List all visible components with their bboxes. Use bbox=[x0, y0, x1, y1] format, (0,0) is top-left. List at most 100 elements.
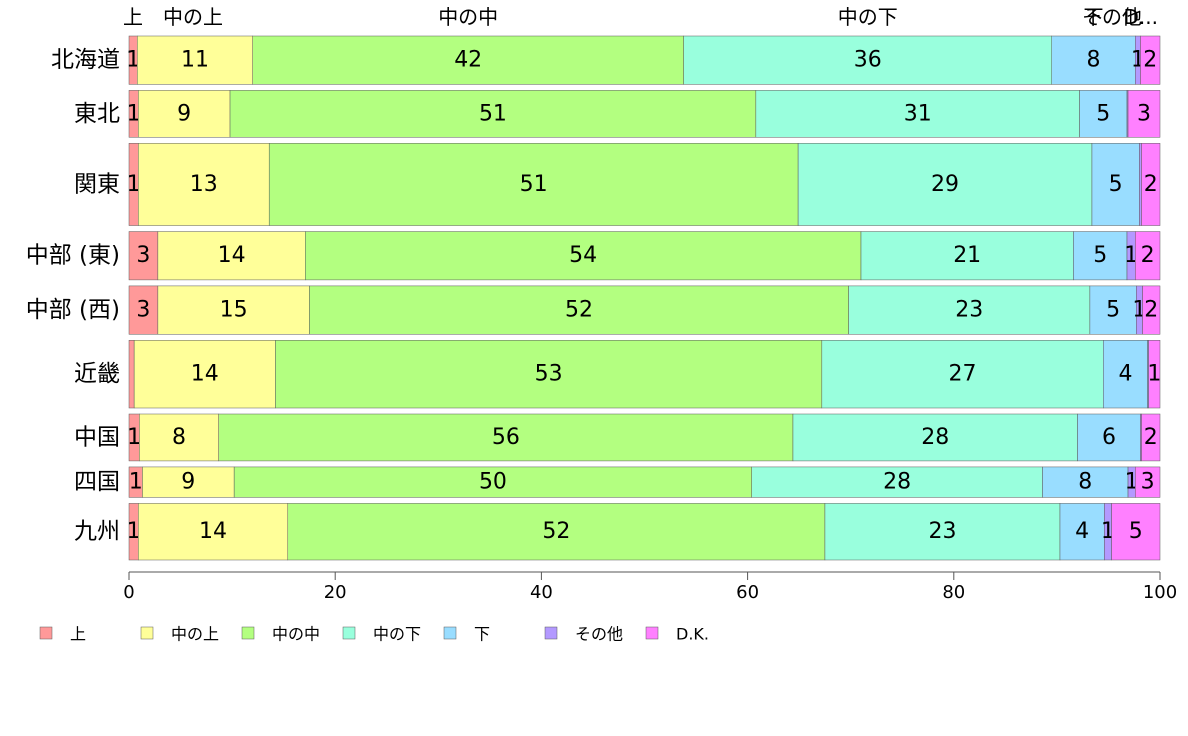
data-label: 9 bbox=[181, 470, 195, 495]
bar-segment bbox=[142, 466, 235, 498]
bar-row: 1 9 51 31 5 3 bbox=[127, 90, 1161, 138]
legend-item: その他 bbox=[544, 625, 623, 644]
data-label: 27 bbox=[949, 362, 977, 387]
bar-segment bbox=[1091, 143, 1140, 226]
bar-row: 1 9 50 28 8 1 3 bbox=[129, 466, 1161, 498]
bar-row: 1 11 42 36 8 12 bbox=[126, 35, 1161, 85]
bar-row: 1 14 52 23 4 1 5 bbox=[127, 503, 1161, 561]
data-label: 1 bbox=[126, 48, 140, 73]
top-category-label: 下 bbox=[1084, 5, 1104, 29]
data-label: 53 bbox=[535, 362, 563, 387]
legend-item: 中の下 bbox=[342, 625, 421, 644]
bar-segment bbox=[138, 90, 231, 138]
data-label: 2 bbox=[1144, 172, 1158, 197]
data-label: 23 bbox=[928, 519, 956, 544]
data-label: 8 bbox=[172, 425, 186, 450]
bar-segment bbox=[218, 413, 794, 462]
bar-segment bbox=[275, 340, 823, 409]
bar-segment bbox=[1111, 503, 1161, 561]
bar-segment bbox=[1142, 285, 1161, 335]
bar-segment bbox=[128, 231, 159, 281]
legend-swatch bbox=[241, 626, 255, 640]
bar-segment bbox=[233, 466, 752, 498]
bar-segment bbox=[860, 231, 1074, 281]
data-label: 5 bbox=[1129, 519, 1143, 544]
top-category-label: 中の下 bbox=[838, 5, 898, 29]
legend-swatch bbox=[645, 626, 659, 640]
bar-segment bbox=[268, 143, 799, 226]
bar-row: 14 53 27 4 1 bbox=[128, 340, 1161, 409]
legend-label: D.K. bbox=[676, 625, 709, 644]
bars-group: 1 11 42 36 8 121 9 51 31 5 31 13 51 29 5 23 14 54 21 5 1 23 15… bbox=[126, 35, 1161, 561]
legend-item: 下 bbox=[443, 625, 490, 644]
data-label: 5 bbox=[1106, 298, 1120, 323]
data-label: 8 bbox=[1087, 48, 1101, 73]
bar-segment bbox=[138, 143, 270, 226]
bar-row: 3 14 54 21 5 1 2 bbox=[128, 231, 1161, 281]
data-label: 8 bbox=[1078, 470, 1092, 495]
legend-label: 上 bbox=[70, 625, 86, 644]
bar-segment bbox=[1135, 466, 1161, 498]
top-category-label: 中の中 bbox=[438, 5, 498, 29]
data-label: 28 bbox=[921, 425, 949, 450]
bar-segment bbox=[1140, 35, 1161, 85]
bar-segment bbox=[1127, 90, 1161, 138]
bar-row: 1 13 51 29 5 2 bbox=[127, 143, 1161, 226]
legend-swatch bbox=[544, 626, 558, 640]
top-category-label: 中の上 bbox=[163, 5, 223, 29]
x-tick-label: 100 bbox=[1143, 582, 1177, 603]
bar-segment bbox=[137, 35, 253, 85]
top-category-label: その他 bbox=[1082, 5, 1142, 29]
top-category-label: D... bbox=[1124, 5, 1158, 29]
bar-segment bbox=[128, 340, 135, 409]
bar-segment bbox=[1148, 340, 1161, 409]
x-tick-label: 80 bbox=[942, 582, 965, 603]
data-label: 52 bbox=[542, 519, 570, 544]
bar-segment bbox=[751, 466, 1043, 498]
data-label: 2 bbox=[1143, 48, 1157, 73]
legend-swatch bbox=[342, 626, 356, 640]
bar-segment bbox=[1089, 285, 1137, 335]
data-label: 14 bbox=[199, 519, 227, 544]
bar-segment bbox=[229, 90, 757, 138]
data-label: 14 bbox=[191, 362, 219, 387]
legend-item: 中の上 bbox=[140, 625, 219, 644]
data-label: 1 bbox=[127, 425, 141, 450]
data-label: 9 bbox=[177, 101, 191, 126]
data-label: 14 bbox=[218, 243, 246, 268]
category-label: 九州 bbox=[74, 519, 120, 545]
bar-segment bbox=[287, 503, 826, 561]
bar-segment bbox=[128, 285, 159, 335]
bar-segment bbox=[1103, 340, 1148, 409]
legend-swatch bbox=[140, 626, 154, 640]
legend-label: その他 bbox=[575, 625, 623, 644]
data-label: 4 bbox=[1075, 519, 1089, 544]
legend-label: 中の下 bbox=[373, 625, 421, 644]
legend-item: 中の中 bbox=[241, 625, 320, 644]
legend-item: D.K. bbox=[645, 625, 709, 644]
data-label: 56 bbox=[492, 425, 520, 450]
legend-label: 中の上 bbox=[171, 625, 219, 644]
category-label: 北海道 bbox=[51, 47, 120, 73]
bar-segment bbox=[755, 90, 1080, 138]
bar-segment bbox=[133, 340, 276, 409]
bar-row: 3 15 52 23 5 12 bbox=[128, 285, 1161, 335]
data-label: 2 bbox=[1141, 243, 1155, 268]
data-label: 1 bbox=[129, 470, 143, 495]
category-label: 東北 bbox=[74, 101, 120, 127]
data-label: 1 bbox=[1124, 243, 1138, 268]
data-label: 2 bbox=[1144, 425, 1158, 450]
bar-segment bbox=[683, 35, 1052, 85]
x-tick-label: 40 bbox=[530, 582, 553, 603]
data-label: 28 bbox=[883, 470, 911, 495]
data-label: 42 bbox=[454, 48, 482, 73]
x-axis: 0 20 40 60 80 100 bbox=[123, 571, 1177, 603]
bar-segment bbox=[1077, 413, 1141, 462]
bar-segment bbox=[797, 143, 1093, 226]
top-category-labels: 上中の上 中の中 中の下 下その他D... bbox=[123, 5, 1158, 29]
bar-segment bbox=[848, 285, 1091, 335]
bar-segment bbox=[1042, 466, 1129, 498]
bar-segment bbox=[1139, 143, 1142, 226]
bar-segment bbox=[792, 413, 1078, 462]
